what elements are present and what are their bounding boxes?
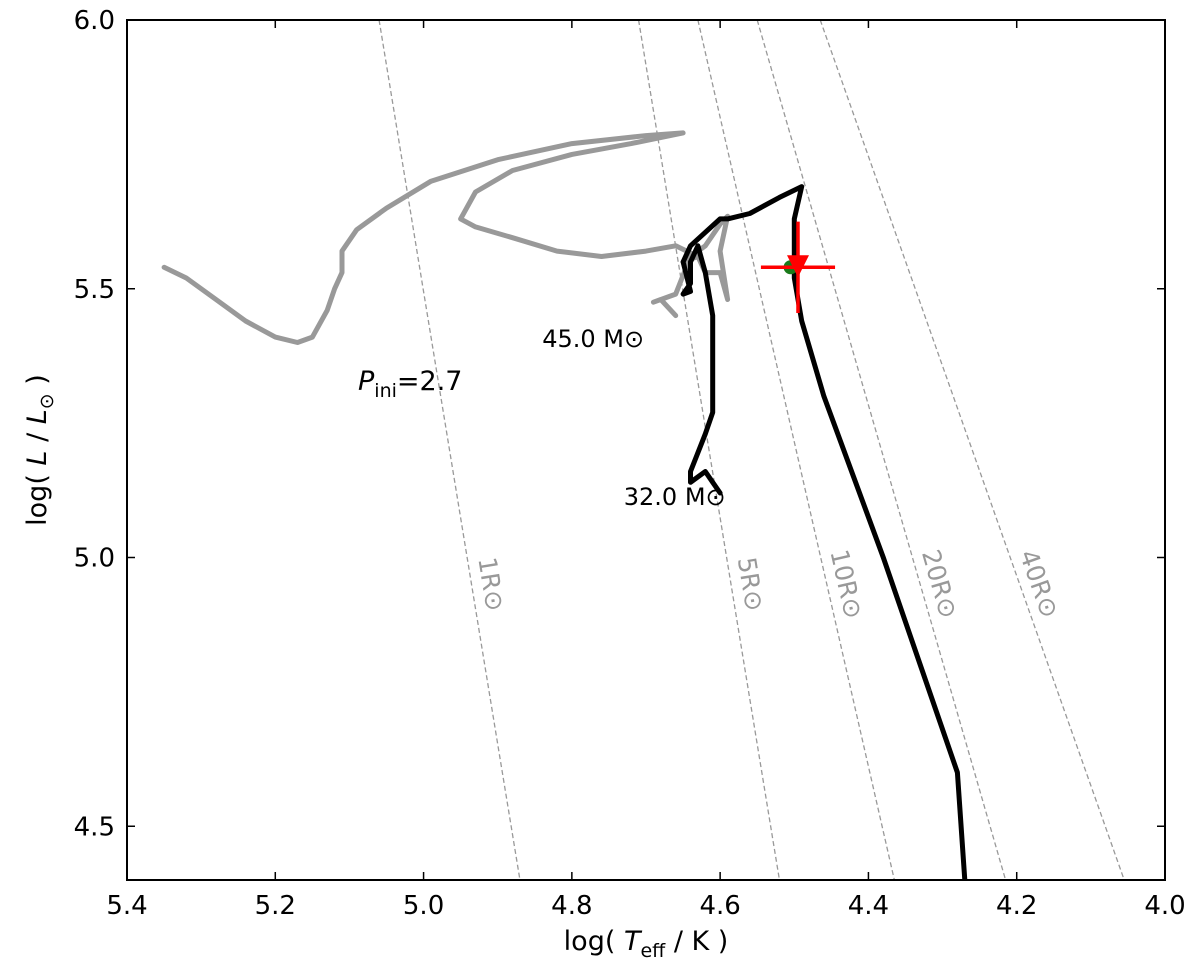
x-tick-label: 5.4 [106, 891, 147, 921]
x-tick-label: 4.8 [551, 891, 592, 921]
isoradius-line [697, 20, 896, 880]
pini-annotation: Pini=2.7 [358, 366, 462, 402]
isoradius-label: 20R⊙ [916, 546, 963, 621]
y-tick-label: 6.0 [74, 6, 115, 36]
isoradius-line [756, 20, 1007, 880]
y-tick-label: 5.0 [74, 544, 115, 574]
isoradius-line [637, 20, 781, 880]
y-tick-label: 4.5 [74, 812, 115, 842]
x-tick-label: 4.2 [996, 891, 1037, 921]
x-tick-label: 4.4 [848, 891, 889, 921]
y-axis-label: log( L / L⊙ ) [22, 374, 58, 526]
mass-label-32: 32.0 M⊙ [624, 483, 726, 511]
x-tick-label: 5.0 [403, 891, 444, 921]
x-tick-label: 4.6 [699, 891, 740, 921]
plot-area [161, 20, 1125, 880]
mass-label-45: 45.0 M⊙ [542, 325, 644, 353]
track-32-msun [680, 184, 968, 880]
isoradius-line [819, 20, 1125, 880]
red-marker [786, 255, 809, 278]
plot-frame [126, 19, 1166, 881]
isoradius-label: 10R⊙ [824, 547, 868, 622]
y-tick-label: 5.5 [74, 275, 115, 305]
ticks: 5.4 5.2 5.0 4.8 4.6 4.4 4.2 4.0 4.5 5.0 5.5 6.0 [74, 6, 1186, 921]
x-axis-label: log( Teff / K ) [564, 926, 729, 962]
isoradius-label: 1R⊙ [472, 555, 509, 613]
isoradius-label: 5R⊙ [732, 555, 769, 613]
x-tick-label: 5.2 [255, 891, 296, 921]
isoradius-line [378, 20, 521, 880]
track-45-msun [161, 130, 731, 345]
isoradius-label: 40R⊙ [1014, 546, 1065, 622]
x-tick-label: 4.0 [1144, 891, 1185, 921]
